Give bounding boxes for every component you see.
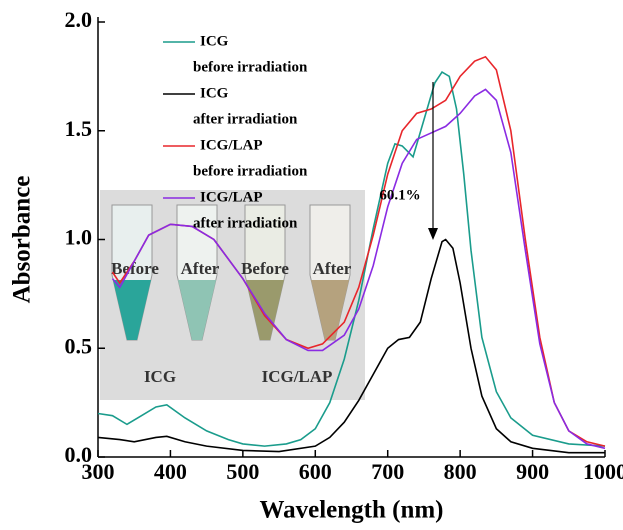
x-tick-label: 700 xyxy=(371,459,404,484)
legend-sublabel: before irradiation xyxy=(193,163,308,179)
legend-sublabel: after irradiation xyxy=(193,215,298,231)
x-tick-label: 500 xyxy=(226,459,259,484)
y-tick-label: 0.0 xyxy=(65,442,93,467)
x-tick-label: 900 xyxy=(516,459,549,484)
x-tick-label: 800 xyxy=(444,459,477,484)
legend-label: ICG/LAP xyxy=(200,137,263,153)
inset-photo: Before After Before After ICG ICG/LAP xyxy=(100,190,365,400)
inset-tube-label: Before xyxy=(241,259,289,278)
x-tick-label: 300 xyxy=(82,459,115,484)
y-tick-label: 1.5 xyxy=(65,116,93,141)
series-line xyxy=(97,238,605,454)
series-line xyxy=(97,70,606,447)
y-axis-title: Absorbance xyxy=(9,176,36,304)
annotation: 60.1% xyxy=(379,187,420,203)
inset-tube-label: After xyxy=(181,259,220,278)
legend-sublabel: after irradiation xyxy=(193,111,298,127)
arrow-head xyxy=(428,228,438,240)
legend-sublabel: before irradiation xyxy=(193,59,308,75)
legend-label: ICG xyxy=(200,33,229,49)
inset-tube-label: After xyxy=(313,259,352,278)
tube-liquid xyxy=(311,280,349,340)
y-tick-label: 1.0 xyxy=(65,225,93,250)
tube-liquid xyxy=(246,280,284,340)
inset-group-label: ICG/LAP xyxy=(262,367,333,386)
x-tick-label: 600 xyxy=(299,459,332,484)
inset-group-label: ICG xyxy=(144,367,176,386)
x-tick-label: 1000 xyxy=(583,459,623,484)
tube-liquid xyxy=(178,280,216,340)
inset-tube-label: Before xyxy=(111,259,159,278)
y-tick-label: 0.5 xyxy=(65,333,93,358)
x-axis-title: Wavelength (nm) xyxy=(259,497,443,524)
series-line xyxy=(111,88,606,450)
tube-liquid xyxy=(113,280,151,340)
legend-label: ICG/LAP xyxy=(200,189,263,205)
y-tick-label: 2.0 xyxy=(65,7,93,32)
legend-label: ICG xyxy=(200,85,229,101)
x-tick-label: 400 xyxy=(154,459,187,484)
